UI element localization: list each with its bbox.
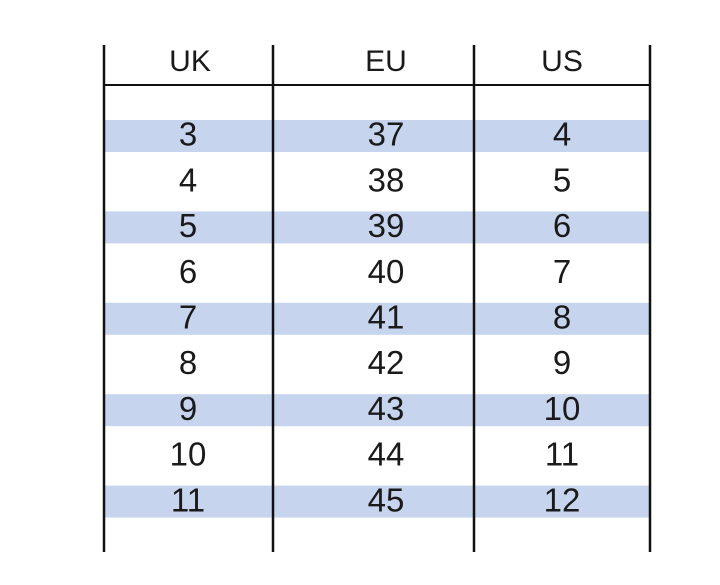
table-cell: 4: [179, 161, 197, 198]
table-cell: 41: [368, 299, 405, 336]
column-header: UK: [169, 45, 211, 78]
column-header: EU: [365, 45, 407, 78]
table-cell: 10: [170, 436, 207, 473]
table-cell: 6: [553, 207, 571, 244]
row-stripe: [104, 302, 650, 335]
table-cell: 42: [368, 344, 405, 381]
table-cell: 4: [553, 116, 571, 153]
table-cell: 7: [179, 299, 197, 336]
table-cell: 8: [179, 344, 197, 381]
table-cell: 6: [179, 253, 197, 290]
table-cell: 44: [368, 436, 405, 473]
table-cell: 11: [171, 481, 205, 518]
table-cell: 43: [368, 390, 405, 427]
table-cell: 9: [553, 344, 571, 381]
table-cell: 5: [179, 207, 197, 244]
table-cell: 10: [544, 390, 581, 427]
table-cell: 38: [368, 161, 405, 198]
row-stripe: [104, 394, 650, 427]
table-cell: 9: [179, 390, 197, 427]
table-cell: 45: [368, 481, 405, 518]
table-cell: 3: [179, 116, 197, 153]
table-cell: 11: [545, 436, 579, 473]
table-cell: 39: [368, 207, 405, 244]
table-cell: 8: [553, 299, 571, 336]
table-cell: 40: [368, 253, 405, 290]
row-stripe: [104, 485, 650, 518]
table-cell: 5: [553, 161, 571, 198]
table-cell: 12: [544, 481, 581, 518]
row-stripe: [104, 211, 650, 244]
table-cell: 37: [368, 116, 405, 153]
row-stripe: [104, 120, 650, 152]
column-header: US: [541, 45, 583, 78]
table-cell: 7: [553, 253, 571, 290]
